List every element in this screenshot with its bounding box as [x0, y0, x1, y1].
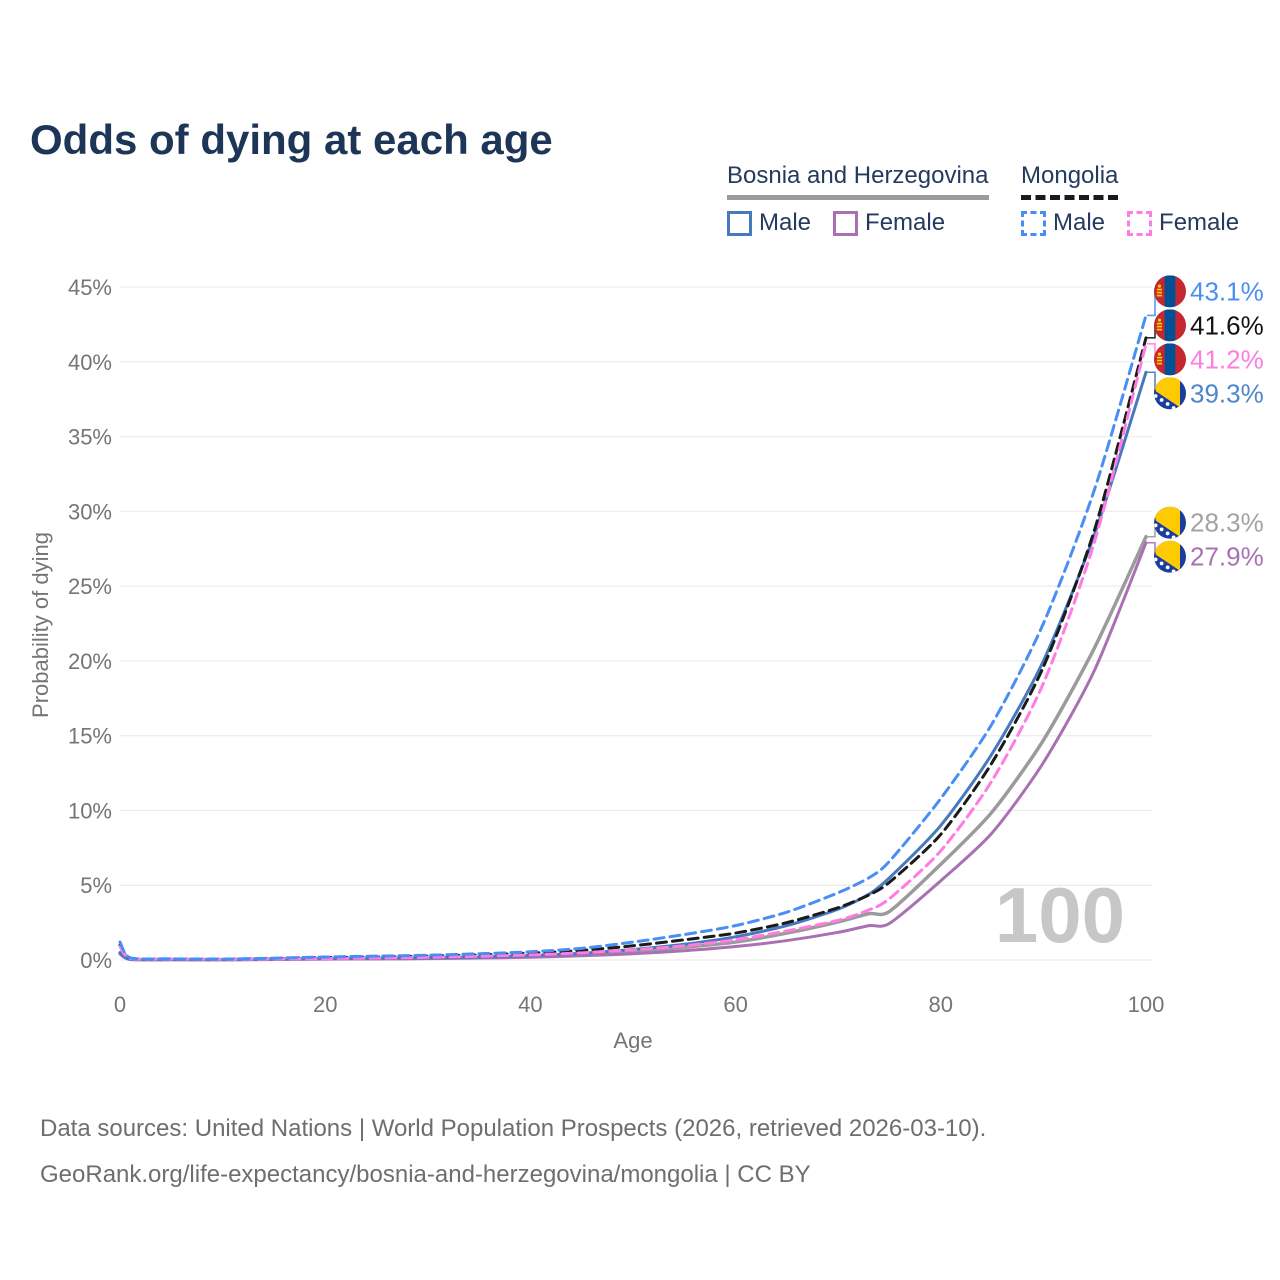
mortality-line-chart: 0% 5% 10% 15% 20% 25% 30% 35% 40% 45% 0 20 40 60 80 100… [28, 275, 1264, 1053]
x-axis-title: Age [613, 1028, 652, 1053]
y-tick-label: 45% [68, 275, 112, 300]
y-tick-label: 10% [68, 798, 112, 823]
end-label-mongolia-both-sexes: 41.6% [1190, 310, 1264, 340]
series-line-bosnia-and-herzegovina-both-sexes [118, 535, 1148, 962]
bosnia-flag-icon [1154, 540, 1186, 573]
y-tick-label: 35% [68, 425, 112, 450]
x-tick-label: 60 [723, 992, 747, 1017]
y-tick-label: 40% [68, 350, 112, 375]
series-line-mongolia-male [118, 313, 1148, 961]
series-line-mongolia-both-sexes [118, 336, 1148, 961]
legend-checkbox-bosnia-male-icon[interactable] [727, 210, 752, 236]
legend-country-bosnia: Bosnia and Herzegovina [727, 162, 989, 200]
mongolia-flag-icon [1154, 309, 1186, 342]
bosnia-flag-icon [1154, 377, 1186, 410]
y-tick-label: 20% [68, 649, 112, 674]
legend-group-mongolia: Mongolia Male Female [1021, 162, 1261, 237]
legend-item-mongolia-female[interactable]: Female [1127, 209, 1239, 237]
legend-label-mongolia-female[interactable]: Female [1159, 209, 1240, 236]
legend-items-bosnia: Male Female [727, 209, 989, 237]
data-source-footer: Data sources: United Nations | World Pop… [40, 1106, 986, 1198]
end-label-bosnia-and-herzegovina-both-sexes: 28.3% [1190, 508, 1264, 538]
end-label-bosnia-and-herzegovina-female: 27.9% [1190, 542, 1264, 572]
y-tick-label: 30% [68, 499, 112, 524]
watermark-age-100: 100 [995, 871, 1125, 959]
end-label-mongolia-male: 43.1% [1190, 276, 1264, 306]
footer-line-attribution: GeoRank.org/life-expectancy/bosnia-and-h… [40, 1161, 811, 1188]
mongolia-flag-icon [1154, 343, 1186, 376]
legend-group-bosnia: Bosnia and Herzegovina Male Female [727, 162, 989, 237]
legend-label-bosnia-female[interactable]: Female [865, 209, 946, 236]
legend-items-mongolia: Male Female [1021, 209, 1261, 237]
bosnia-flag-icon [1154, 506, 1186, 539]
legend-country-mongolia: Mongolia [1021, 162, 1119, 200]
legend-label-bosnia-male[interactable]: Male [759, 209, 812, 236]
page-title: Odds of dying at each age [30, 116, 553, 164]
mongolia-flag-icon [1154, 275, 1186, 308]
y-tick-label: 25% [68, 574, 112, 599]
end-label-bosnia-and-herzegovina-male: 39.3% [1190, 378, 1264, 408]
end-label-mongolia-female: 41.2% [1190, 344, 1264, 374]
y-tick-label: 5% [80, 873, 112, 898]
x-tick-label: 100 [1128, 992, 1165, 1017]
legend-label-mongolia-male[interactable]: Male [1053, 209, 1106, 236]
x-tick-label: 0 [114, 992, 126, 1017]
series-line-bosnia-and-herzegovina-male [118, 370, 1148, 962]
legend-item-bosnia-male[interactable]: Male [727, 209, 811, 237]
footer-line-sources: Data sources: United Nations | World Pop… [40, 1115, 987, 1142]
legend-checkbox-mongolia-female-icon[interactable] [1127, 210, 1153, 236]
y-tick-label: 0% [80, 948, 112, 973]
y-tick-label: 15% [68, 724, 112, 749]
x-tick-label: 80 [929, 992, 953, 1017]
x-tick-label: 20 [313, 992, 337, 1017]
legend-checkbox-mongolia-male-icon[interactable] [1021, 210, 1046, 236]
legend-checkbox-bosnia-female-icon[interactable] [833, 210, 859, 236]
x-tick-label: 40 [518, 992, 542, 1017]
y-axis-title: Probability of dying [28, 532, 53, 718]
legend-item-mongolia-male[interactable]: Male [1021, 209, 1105, 237]
legend-item-bosnia-female[interactable]: Female [833, 209, 945, 237]
